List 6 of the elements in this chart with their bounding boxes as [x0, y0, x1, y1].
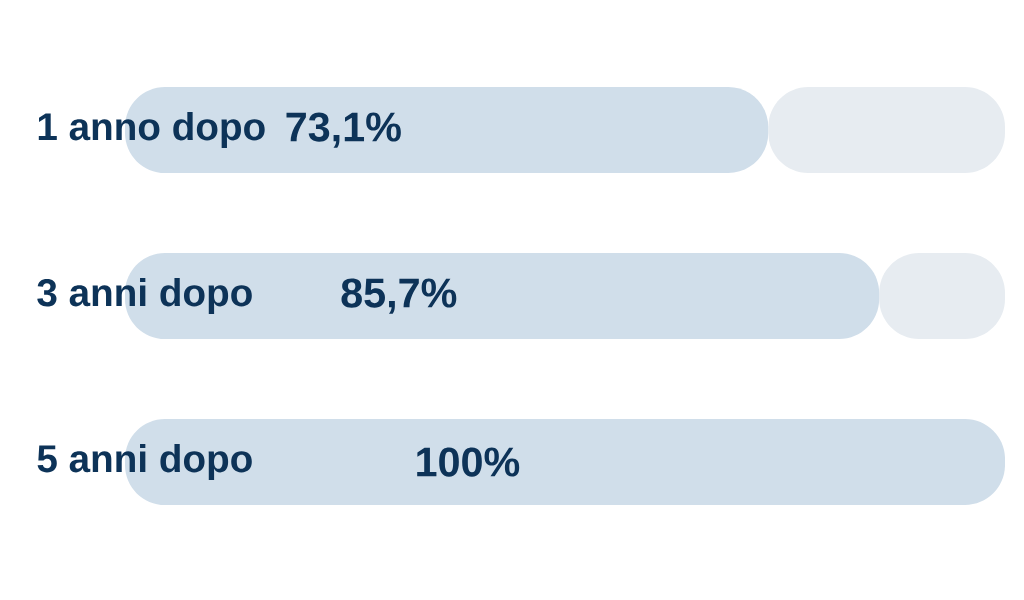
y-tick-label: 1 anno dopo: [38, 111, 265, 149]
y-tick-label: 5 anni dopo: [37, 443, 252, 481]
data-label: 100%: [417, 447, 520, 477]
data-label: 73,1%: [286, 112, 401, 148]
data-label: 85,7%: [341, 278, 457, 314]
y-tick-label: 3 anni dopo: [37, 277, 252, 315]
